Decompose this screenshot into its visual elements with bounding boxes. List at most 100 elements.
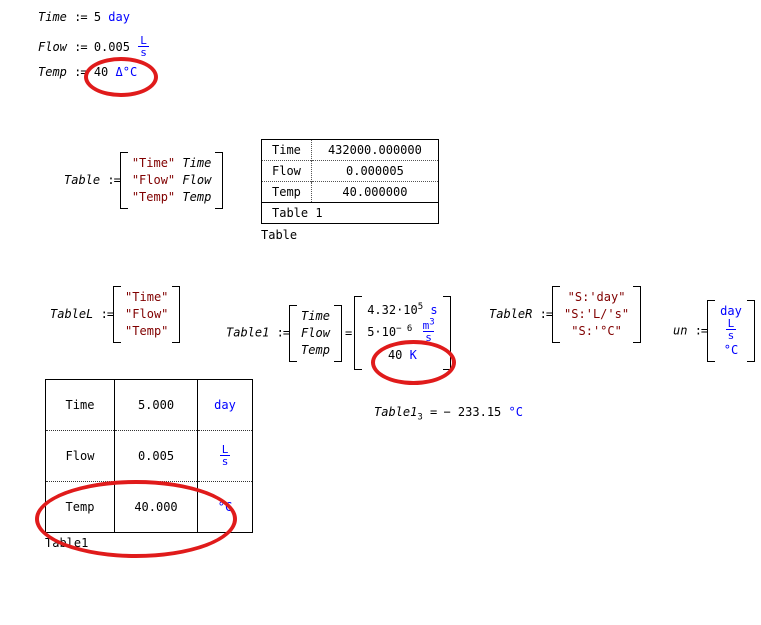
table1-rhs-mantissa: 5·10: [367, 325, 397, 339]
table-cell-label: Temp: [45, 481, 115, 533]
table-definition-row-var: Time: [182, 156, 212, 170]
bracket-right: [172, 286, 181, 343]
un-row-unit: °C: [723, 343, 739, 357]
table1-rhs-exponent: − 6: [396, 324, 413, 334]
table-right-row: "S:'°C": [571, 324, 622, 338]
table1-equals: =: [344, 325, 352, 340]
table-row[interactable]: Time 432000.000000: [261, 139, 439, 161]
un-row-unit: day: [720, 304, 742, 318]
table-row[interactable]: Temp 40.000000: [261, 181, 439, 203]
bracket-left: [354, 296, 363, 370]
table1-rhs-matrix: 4.32·105 s 5·10− 6 m3 s 40 K: [354, 296, 451, 370]
table-definition-row-label: "Temp": [131, 190, 176, 204]
definition-temp-unit: Δ°C: [115, 65, 138, 79]
table1-rhs-unit-denominator: s: [423, 331, 434, 344]
table-cell-value: 432000.000000: [327, 143, 422, 157]
table-definition-row-label: "Flow": [131, 173, 176, 187]
definition-time-unit: day: [108, 10, 130, 24]
index-evaluation-index: 3: [417, 412, 423, 423]
definition-flow-value: 0.005: [93, 40, 130, 54]
definition-temp-name: Temp: [38, 65, 67, 79]
table-right-assign: :=: [539, 307, 553, 321]
table-cell-unit-denominator: s: [219, 454, 231, 468]
table1-assign: :=: [276, 325, 290, 340]
bracket-left: [119, 152, 128, 209]
table-row[interactable]: Time 5.000 day: [45, 379, 253, 431]
table1-rhs-unit: s: [430, 303, 438, 317]
definition-flow-name: Flow: [38, 40, 67, 54]
table-row[interactable]: Flow 0.005 L s: [45, 430, 253, 482]
table-definition[interactable]: Table := "Time" Time "Flow" Flow "Temp" …: [64, 152, 224, 209]
table-row[interactable]: Flow 0.000005: [261, 160, 439, 182]
definition-flow-unit-fraction: L s: [138, 35, 149, 58]
table-cell-unit: day: [214, 398, 236, 412]
un-row-unit-fraction: L s: [725, 317, 737, 342]
table-cell-value: 40.000000: [311, 181, 439, 203]
definition-flow-assign: :=: [74, 40, 87, 54]
table-left-row: "Time": [125, 290, 169, 304]
table-definition-row-label: "Time": [131, 156, 176, 170]
bracket-left: [552, 286, 561, 343]
table1-lhs-matrix: Time Flow Temp: [289, 304, 342, 362]
table1-lhs-row: Time: [301, 308, 330, 323]
index-evaluation-name: Table1: [374, 405, 418, 419]
un-name: un: [673, 323, 688, 338]
table-cell-value: 0.000005: [311, 160, 439, 182]
table1-rhs-row: 40 K: [367, 344, 437, 366]
table1-name: Table1: [226, 325, 270, 340]
definition-flow[interactable]: Flow := 0.005 L s: [38, 35, 150, 59]
result-table-bottom-wrapper[interactable]: Time 5.000 day Flow 0.005 L s Temp 40.00…: [45, 379, 253, 550]
result-table-bottom[interactable]: Time 5.000 day Flow 0.005 L s Temp 40.00…: [45, 379, 253, 533]
definition-time-name: Time: [38, 10, 67, 24]
table1-rhs-mantissa: 4.32·10: [367, 303, 418, 317]
definition-flow-unit-denominator: s: [138, 46, 149, 59]
table1-rhs-unit-numerator-exponent: 3: [429, 317, 435, 328]
table-cell-label: Temp: [261, 181, 312, 203]
table-definition-row: "Time" Time: [132, 155, 212, 172]
table-cell-value: 40.000: [114, 481, 198, 533]
definition-temp[interactable]: Temp := 40 Δ°C: [38, 65, 137, 79]
table1-rhs-row: 4.32·105 s: [367, 300, 437, 321]
table-right-row: "S:'day": [567, 290, 626, 304]
table-definition-assign: :=: [107, 173, 120, 187]
table1-lhs-row: Temp: [301, 342, 330, 357]
table-left-definition[interactable]: TableL := "Time" "Flow" "Temp": [50, 286, 181, 343]
index-evaluation-equals: =: [430, 405, 437, 419]
bracket-right: [215, 152, 224, 209]
result-table-top-caption: Table: [261, 228, 298, 242]
table-definition-row: "Temp" Temp: [132, 189, 212, 206]
table-definition-row-var: Temp: [182, 190, 212, 204]
table1-rhs-value: 40: [387, 348, 403, 362]
un-row-unit-denominator: s: [725, 329, 737, 342]
table-cell-label: Time: [261, 139, 312, 161]
un-row-unit-numerator: L: [727, 317, 735, 330]
bracket-left: [707, 300, 716, 362]
table-definition-matrix: "Time" Time "Flow" Flow "Temp" Temp: [119, 152, 224, 209]
table-right-definition[interactable]: TableR := "S:'day" "S:'L/'s" "S:'°C": [489, 286, 642, 343]
definition-flow-unit-numerator: L: [140, 34, 147, 47]
definition-temp-value: 40: [93, 65, 109, 79]
table1-evaluation[interactable]: Table1 := Time Flow Temp = 4.32·105 s 5·…: [226, 296, 451, 370]
un-definition[interactable]: un := day L s °C: [673, 300, 755, 362]
table1-rhs-unit-fraction: m3 s: [421, 317, 437, 344]
table-row[interactable]: Temp 40.000 °C: [45, 481, 253, 533]
table-right-matrix: "S:'day" "S:'L/'s" "S:'°C": [552, 286, 642, 343]
bracket-right: [333, 304, 342, 362]
table1-rhs-exponent: 5: [417, 302, 424, 312]
table-cell-unit: °C: [197, 481, 253, 533]
table-cell-label: Time: [45, 379, 115, 431]
table1-rhs-row: 5·10− 6 m3 s: [367, 317, 437, 344]
definition-time[interactable]: Time := 5 day: [38, 10, 130, 24]
index-evaluation[interactable]: Table13 = − 233.15 °C: [374, 405, 523, 423]
result-table-top-wrapper[interactable]: Time 432000.000000 Flow 0.000005 Temp 40…: [261, 139, 439, 242]
index-evaluation-value: − 233.15: [443, 405, 502, 419]
table-cell-unit: L s: [197, 430, 253, 482]
table-cell-unit-numerator: L: [221, 442, 229, 456]
un-row-unit-fraction-wrapper: L s: [720, 317, 742, 342]
bracket-left: [113, 286, 122, 343]
table-cell-value: 5.000: [114, 379, 198, 431]
table-cell-label: Flow: [261, 160, 312, 182]
result-table-top[interactable]: Time 432000.000000 Flow 0.000005 Temp 40…: [261, 139, 439, 224]
table-right-row: "S:'L/'s": [564, 307, 630, 321]
table-cell-label: Flow: [45, 430, 115, 482]
